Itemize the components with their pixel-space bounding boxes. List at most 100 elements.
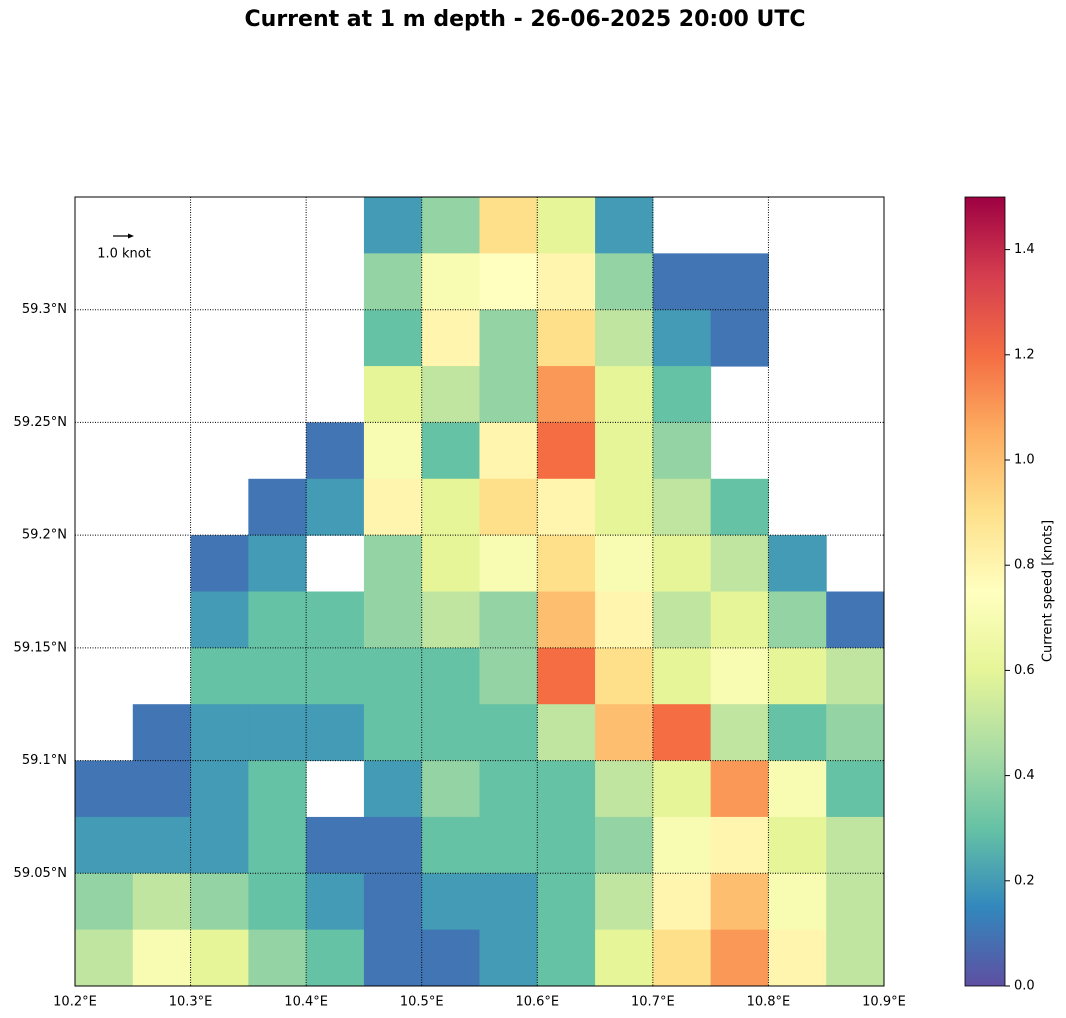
speed-cell [363, 760, 423, 818]
speed-cell [306, 591, 365, 649]
speed-cell [595, 873, 654, 931]
speed-cell [479, 760, 538, 818]
speed-cell [248, 873, 307, 931]
speed-cell [479, 816, 538, 874]
x-tick-label: 10.2°E [53, 995, 97, 1010]
speed-cell [306, 929, 365, 987]
plot-frame [74, 196, 885, 987]
speed-cell [537, 478, 596, 536]
colorbar-tick-label: 1.2 [1014, 347, 1035, 362]
colorbar-tick-label: 0.6 [1014, 663, 1035, 678]
speed-cell [248, 760, 307, 818]
speed-cell [421, 535, 480, 592]
speed-cell [768, 816, 827, 874]
speed-cell [306, 478, 365, 536]
speed-cell [132, 873, 192, 931]
speed-cell [132, 704, 192, 762]
speed-cell [421, 704, 480, 762]
speed-cell [710, 309, 769, 367]
speed-cell [768, 535, 827, 592]
speed-cell [479, 478, 538, 536]
speed-cell [652, 816, 712, 874]
speed-cell [190, 760, 249, 818]
speed-cell [248, 929, 307, 987]
speed-cell [710, 929, 769, 987]
x-tick-label: 10.5°E [400, 995, 444, 1010]
speed-cell [132, 929, 192, 987]
speed-cell [826, 873, 885, 931]
speed-cell [768, 704, 827, 762]
speed-cell [537, 647, 596, 705]
x-tick-label: 10.6°E [515, 995, 559, 1010]
speed-cell [248, 478, 307, 536]
speed-cell [710, 704, 769, 762]
speed-cell [652, 647, 712, 705]
speed-cell [537, 309, 596, 367]
speed-cell [363, 309, 423, 367]
speed-cell [537, 704, 596, 762]
colorbar-tick-label: 0.2 [1014, 873, 1035, 888]
speed-cell [306, 647, 365, 705]
x-tick-label: 10.4°E [284, 995, 328, 1010]
quiver-key-label: 1.0 knot [97, 247, 151, 262]
speed-cell [826, 816, 885, 874]
speed-cell [363, 366, 423, 423]
speed-cell [537, 929, 596, 987]
speed-cell [652, 873, 712, 931]
speed-cell [421, 591, 480, 649]
speed-cell [710, 478, 769, 536]
speed-cell [710, 535, 769, 592]
speed-cell [421, 873, 480, 931]
speed-cell [595, 309, 654, 367]
colorbar-tick-label: 0.0 [1014, 979, 1035, 994]
speed-cell [132, 760, 192, 818]
speed-cell [306, 704, 365, 762]
speed-cell [421, 422, 480, 480]
speed-cell [421, 197, 480, 254]
speed-cell [75, 816, 134, 874]
speed-cell [132, 816, 192, 874]
speed-cell [826, 704, 885, 762]
speed-cell [710, 760, 769, 818]
speed-cell [537, 873, 596, 931]
speed-cell [537, 816, 596, 874]
y-tick-label: 59.1°N [22, 753, 67, 768]
x-tick-label: 10.3°E [169, 995, 213, 1010]
x-tick-label: 10.7°E [631, 995, 675, 1010]
speed-cell [479, 591, 538, 649]
speed-cell [421, 366, 480, 423]
speed-cell [190, 591, 249, 649]
speed-cell [537, 591, 596, 649]
speed-cell [190, 704, 249, 762]
speed-cell [306, 873, 365, 931]
colorbar-tick-label: 0.4 [1014, 768, 1035, 783]
speed-cell [768, 647, 827, 705]
speed-cell [363, 704, 423, 762]
speed-cell [306, 422, 365, 480]
speed-cell [537, 535, 596, 592]
speed-cell [190, 816, 249, 874]
speed-cell [421, 929, 480, 987]
speed-cell [652, 366, 712, 423]
heatmap [75, 197, 885, 987]
speed-cell [595, 591, 654, 649]
speed-cell [826, 929, 885, 987]
speed-cell [710, 591, 769, 649]
x-tick-label: 10.9°E [862, 995, 906, 1010]
y-tick-label: 59.2°N [22, 528, 67, 543]
speed-cell [248, 647, 307, 705]
colorbar-tick-label: 1.0 [1014, 453, 1035, 468]
speed-cell [652, 704, 712, 762]
speed-cell [363, 253, 423, 311]
speed-cell [306, 816, 365, 874]
speed-cell [537, 760, 596, 818]
speed-cell [537, 197, 596, 254]
key-arrow-head [128, 233, 134, 239]
speed-cell [421, 309, 480, 367]
speed-cell [595, 647, 654, 705]
speed-cell [75, 873, 134, 931]
colorbar-tick-label: 1.4 [1014, 242, 1035, 257]
speed-cell [768, 760, 827, 818]
speed-cell [479, 873, 538, 931]
